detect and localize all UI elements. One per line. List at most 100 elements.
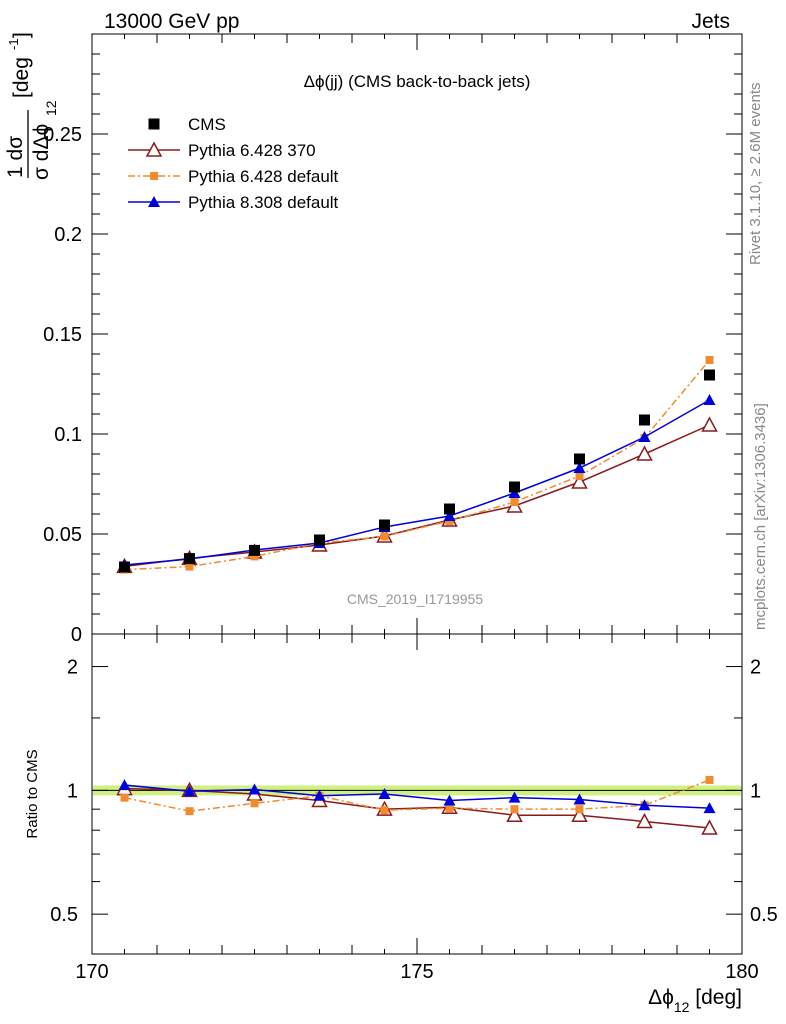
ratio-pythia-8-308-default (118, 779, 716, 814)
ratio-point (575, 805, 584, 814)
legend-label: Pythia 6.428 default (188, 167, 339, 186)
data-point (705, 356, 714, 364)
legend-entry: Pythia 6.428 default (128, 167, 339, 186)
ratio-tick-label-right: 2 (750, 657, 761, 679)
ratio-point (248, 783, 261, 795)
ratio-point (120, 793, 129, 802)
ratio-tick-label-right: 0.5 (750, 904, 778, 926)
analysis-watermark: CMS_2019_I1719955 (347, 591, 483, 607)
header-right: Jets (691, 10, 730, 33)
ratio-point (573, 793, 586, 805)
data-point (249, 544, 260, 556)
x-tick-label: 170 (75, 961, 108, 983)
y-label-frac-num: 1 dσ (4, 136, 27, 178)
data-point (571, 473, 588, 489)
mcplots-label: mcplots.cern.ch [arXiv:1306.3436] (752, 403, 769, 630)
data-point (184, 553, 195, 565)
data-point (574, 453, 585, 465)
legend-marker (145, 141, 163, 157)
ratio-point (250, 799, 259, 808)
series-line (124, 359, 711, 571)
y-tick-label: 0.1 (54, 424, 82, 446)
plot-title: Δϕ(jj) (CMS back-to-back jets) (304, 72, 531, 91)
ratio-point (313, 789, 326, 801)
data-point (703, 394, 716, 405)
series-cms (119, 369, 715, 573)
data-point (639, 414, 650, 426)
legend-entry: CMS (148, 115, 226, 134)
main-data-layer (116, 356, 718, 574)
legend-marker (148, 196, 160, 207)
y-label-exp: -1 (6, 38, 21, 50)
data-point (444, 503, 455, 515)
ratio-point (701, 819, 718, 835)
legend-entry: Pythia 8.308 default (128, 193, 339, 212)
ratio-line (124, 779, 710, 812)
data-point (510, 498, 519, 506)
ratio-line (124, 784, 710, 809)
x-tick-label: 180 (725, 961, 758, 983)
legend-entry: Pythia 6.428 370 (128, 141, 316, 160)
ratio-point (185, 807, 194, 816)
ratio-point (571, 806, 588, 822)
data-point (575, 472, 584, 480)
ratio-point (638, 799, 651, 811)
y-label-frac-den: σ dΔϕ (30, 124, 53, 180)
y-label-unit: [deg (10, 57, 33, 98)
data-point (185, 562, 194, 571)
data-point (636, 445, 653, 461)
ratio-line (124, 787, 710, 829)
data-point (573, 462, 586, 473)
data-point (314, 534, 325, 546)
ratio-point (380, 806, 389, 815)
ratio-point (510, 805, 519, 814)
ratio-point (445, 804, 454, 813)
ratio-tick-label: 0.5 (50, 904, 78, 926)
series-pythia-6-428-default (120, 356, 714, 574)
x-label-sub: 12 (674, 999, 690, 1015)
legend-label: Pythia 8.308 default (188, 193, 339, 212)
ratio-point (183, 785, 196, 797)
series-line (124, 424, 710, 568)
ratio-point (508, 791, 521, 803)
legend-label: CMS (188, 115, 226, 134)
y-tick-label: 0.05 (43, 524, 82, 546)
data-point (119, 561, 130, 573)
ratio-point (118, 779, 131, 791)
data-point (509, 481, 520, 493)
y-tick-label: 0.25 (43, 124, 82, 146)
y-tick-label: 0.2 (54, 224, 82, 246)
ratio-tick-label: 1 (67, 780, 78, 802)
legend: CMS Pythia 6.428 370 Pythia 6.428 default P… (128, 115, 339, 212)
data-point (250, 552, 259, 561)
data-point (380, 532, 389, 541)
x-label-main: Δϕ (648, 986, 674, 1009)
header-left: 13000 GeV pp (104, 10, 239, 33)
x-label-unit: [deg] (689, 986, 742, 1009)
y-label-close: ] (10, 32, 33, 38)
x-axis-label: Δϕ12 [deg] (648, 986, 742, 1015)
ratio-point (443, 794, 456, 806)
ratio-y-label: Ratio to CMS (24, 749, 41, 838)
y-tick-label: 0 (71, 624, 82, 646)
series-pythia-6-428-370 (116, 416, 718, 574)
ratio-point (506, 806, 523, 822)
data-point (443, 510, 456, 521)
data-point (379, 519, 390, 531)
series-pythia-8-308-default (118, 394, 716, 570)
data-point (638, 431, 651, 442)
x-tick-label: 175 (400, 961, 433, 983)
ratio-data-layer (116, 775, 718, 835)
ratio-point (703, 802, 716, 814)
legend-marker (148, 118, 160, 130)
legend-label: Pythia 6.428 370 (188, 141, 316, 160)
y-label-frac-sub: 12 (43, 100, 59, 116)
ratio-point (636, 812, 653, 829)
y-tick-label: 0.15 (43, 324, 82, 346)
main-y-label: 1 dσ σ dΔϕ 12 [deg -1 ] (4, 32, 59, 180)
data-point (701, 416, 718, 432)
series-line (124, 399, 710, 566)
ratio-tick-label-right: 1 (750, 780, 761, 802)
